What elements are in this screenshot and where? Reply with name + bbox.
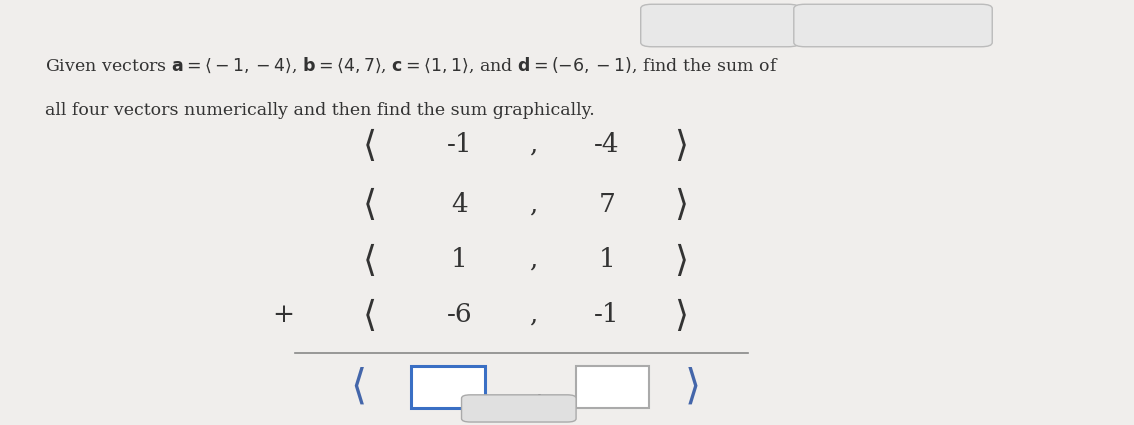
Text: $\rangle$: $\rangle$	[674, 296, 687, 333]
Text: ,: ,	[528, 302, 538, 327]
Text: ,: ,	[528, 247, 538, 272]
Text: -1: -1	[594, 302, 619, 327]
Text: $\langle$: $\langle$	[349, 366, 365, 408]
Text: check: check	[503, 402, 540, 415]
Text: Show Examples: Show Examples	[847, 19, 939, 32]
Text: ,: ,	[534, 377, 543, 401]
Text: $\rangle$: $\rangle$	[685, 366, 699, 408]
Text: 1: 1	[451, 247, 467, 272]
Text: $\rangle$: $\rangle$	[674, 185, 687, 223]
Text: -4: -4	[594, 132, 619, 157]
FancyBboxPatch shape	[462, 395, 576, 422]
Bar	[576, 366, 649, 408]
Text: $\rangle$: $\rangle$	[674, 241, 687, 278]
Text: ,: ,	[528, 132, 538, 157]
Text: $\langle$: $\langle$	[362, 185, 375, 223]
Bar	[412, 366, 485, 408]
Text: 7: 7	[599, 192, 615, 216]
Text: $\rangle$: $\rangle$	[674, 126, 687, 163]
Text: -1: -1	[447, 132, 472, 157]
Text: $\langle$: $\langle$	[362, 126, 375, 163]
Text: 1: 1	[599, 247, 615, 272]
Text: all four vectors numerically and then find the sum graphically.: all four vectors numerically and then fi…	[45, 102, 595, 119]
Text: $\langle$: $\langle$	[362, 296, 375, 333]
Text: Given vectors $\mathbf{a} = \langle -1, -4 \rangle$, $\mathbf{b} = \langle 4, 7 : Given vectors $\mathbf{a} = \langle -1, …	[45, 55, 779, 75]
FancyBboxPatch shape	[641, 4, 799, 47]
Text: $\langle$: $\langle$	[362, 241, 375, 278]
Text: ,: ,	[528, 192, 538, 216]
Text: 4: 4	[451, 192, 467, 216]
FancyBboxPatch shape	[794, 4, 992, 47]
Text: Watch Video: Watch Video	[684, 19, 756, 32]
Text: +: +	[272, 302, 295, 327]
Text: -6: -6	[447, 302, 472, 327]
